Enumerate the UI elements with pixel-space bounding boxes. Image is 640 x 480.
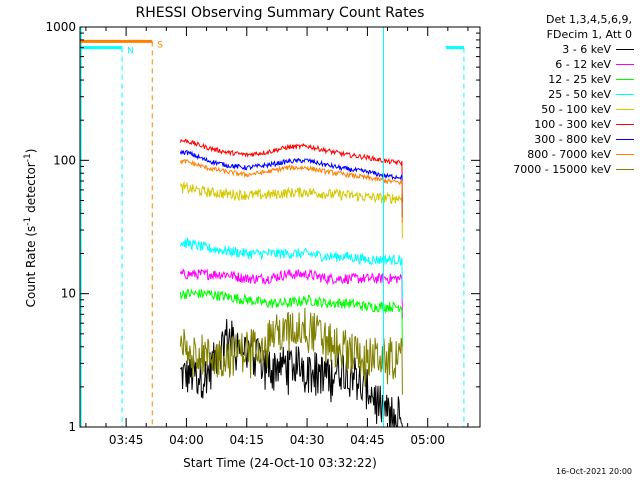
series-layer — [179, 138, 403, 428]
legend-item: 25 - 50 keV — [474, 87, 634, 102]
legend-header-line-1: Det 1,3,4,5,6,9, — [545, 13, 632, 26]
legend-label: 100 - 300 keV — [534, 118, 611, 131]
legend-swatch — [616, 109, 634, 110]
footer-timestamp: 16-Oct-2021 20:00 — [556, 467, 632, 476]
legend-item: 50 - 100 keV — [474, 102, 634, 117]
marker-layer: NS — [80, 27, 465, 427]
x-tick-label: 04:45 — [350, 433, 385, 447]
legend: Det 1,3,4,5,6,9, FDecim 1, Att 0 3 - 6 k… — [474, 12, 634, 177]
y-tick-label: 100 — [53, 153, 76, 167]
x-tick-label: 04:15 — [229, 433, 264, 447]
legend-label: 300 - 800 keV — [534, 133, 611, 146]
legend-swatch — [616, 124, 634, 125]
legend-item: 6 - 12 keV — [474, 57, 634, 72]
series-line-50to100keV — [179, 181, 403, 239]
series-line-6to12keV — [179, 268, 403, 319]
chart-title: RHESSI Observing Summary Count Rates — [136, 5, 425, 21]
series-line-25to50keV — [179, 236, 403, 300]
legend-label: 25 - 50 keV — [548, 88, 611, 101]
y-tick-label: 1000 — [45, 20, 76, 34]
axis-layer: 1 10 100 1000 03:45 04:00 04:15 04:30 04:45 05:00 — [45, 20, 481, 447]
legend-label: 7000 - 15000 keV — [513, 163, 611, 176]
x-tick-label: 04:00 — [169, 433, 204, 447]
legend-item: 100 - 300 keV — [474, 117, 634, 132]
y-axis-label: Count Rate (s-1 detector-1) — [23, 149, 38, 308]
series-line-800to7000keV — [179, 159, 403, 223]
legend-header-line-2: FDecim 1, Att 0 — [546, 28, 632, 41]
legend-item: 7000 - 15000 keV — [474, 162, 634, 177]
legend-swatch — [616, 64, 634, 65]
legend-label: 50 - 100 keV — [541, 103, 611, 116]
legend-item: 12 - 25 keV — [474, 72, 634, 87]
legend-label: 3 - 6 keV — [562, 43, 611, 56]
x-tick-label: 05:00 — [410, 433, 445, 447]
legend-swatch — [616, 94, 634, 95]
y-tick-label: 10 — [61, 287, 76, 301]
legend-swatch — [616, 169, 634, 170]
legend-swatch — [616, 79, 634, 80]
legend-label: 800 - 7000 keV — [527, 148, 611, 161]
series-line-12to25keV — [179, 288, 403, 347]
series-line-300to800keV — [179, 149, 403, 218]
legend-item: 3 - 6 keV — [474, 42, 634, 57]
legend-swatch — [616, 139, 634, 140]
legend-swatch — [616, 49, 634, 50]
legend-label: 12 - 25 keV — [548, 73, 611, 86]
legend-item: 300 - 800 keV — [474, 132, 634, 147]
x-axis-label: Start Time (24-Oct-10 03:32:22) — [183, 456, 377, 470]
x-tick-label: 04:30 — [290, 433, 325, 447]
series-line-7000to15000keV — [179, 307, 403, 395]
legend-swatch — [616, 154, 634, 155]
flag-label: N — [127, 47, 134, 57]
y-tick-label: 1 — [68, 420, 76, 434]
series-line-100to300keV — [179, 138, 403, 203]
plot-frame — [79, 26, 481, 428]
legend-label: 6 - 12 keV — [555, 58, 611, 71]
flag-label: S — [157, 40, 163, 50]
x-tick-label: 03:45 — [109, 433, 144, 447]
legend-item: 800 - 7000 keV — [474, 147, 634, 162]
